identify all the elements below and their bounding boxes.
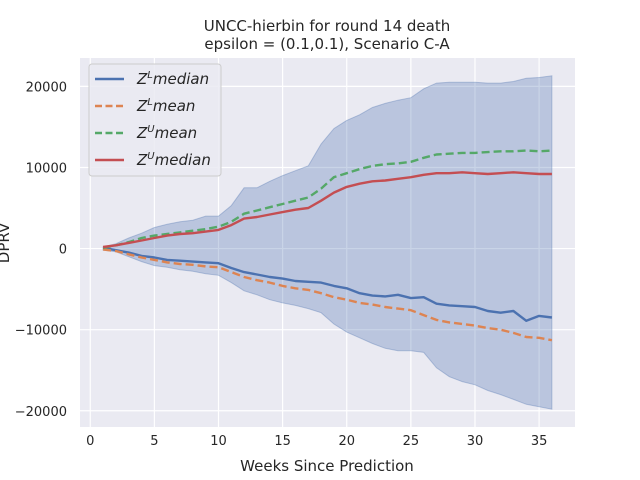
uncertainty-band [102,75,553,410]
x-axis-label: Weeks Since Prediction [240,457,414,475]
x-tick-label: 25 [403,434,420,449]
series-line [102,248,553,342]
chart-subtitle: epsilon = (0.1,0.1), Scenario C-A [204,35,450,53]
legend-label: ZUmean [136,124,197,142]
x-tick-label: 10 [210,434,227,449]
y-tick-label: 10000 [26,161,67,176]
y-tick-label: −20000 [15,405,67,420]
y-tick-label: 20000 [26,80,67,95]
chart-title: UNCC-hierbin for round 14 death [204,17,451,35]
series-line [102,171,552,249]
y-axis-label: DPRV [0,222,13,263]
series-line [102,149,552,249]
x-tick-label: 30 [467,434,484,449]
y-tick-label: −10000 [15,324,67,339]
y-tick-label: 0 [59,243,67,258]
series-line [102,246,553,322]
x-tick-label: 15 [274,434,291,449]
legend-frame [88,63,222,177]
legend-label: ZUmedian [136,151,211,169]
x-tick-label: 0 [86,434,94,449]
legend: ZLmedian ZLmean ZUmean ZUmedian [88,63,222,177]
uncertainty-band-layer [102,75,553,410]
y-axis-ticks: −20000 −10000 0 10000 20000 [15,80,67,419]
legend-label: ZLmean [136,97,195,115]
x-axis-ticks: 0 5 10 15 20 25 30 35 [86,434,547,449]
series-lines [102,149,553,342]
x-tick-label: 20 [338,434,355,449]
x-tick-label: 35 [531,434,548,449]
x-tick-label: 5 [150,434,158,449]
legend-label: ZLmedian [136,70,209,88]
